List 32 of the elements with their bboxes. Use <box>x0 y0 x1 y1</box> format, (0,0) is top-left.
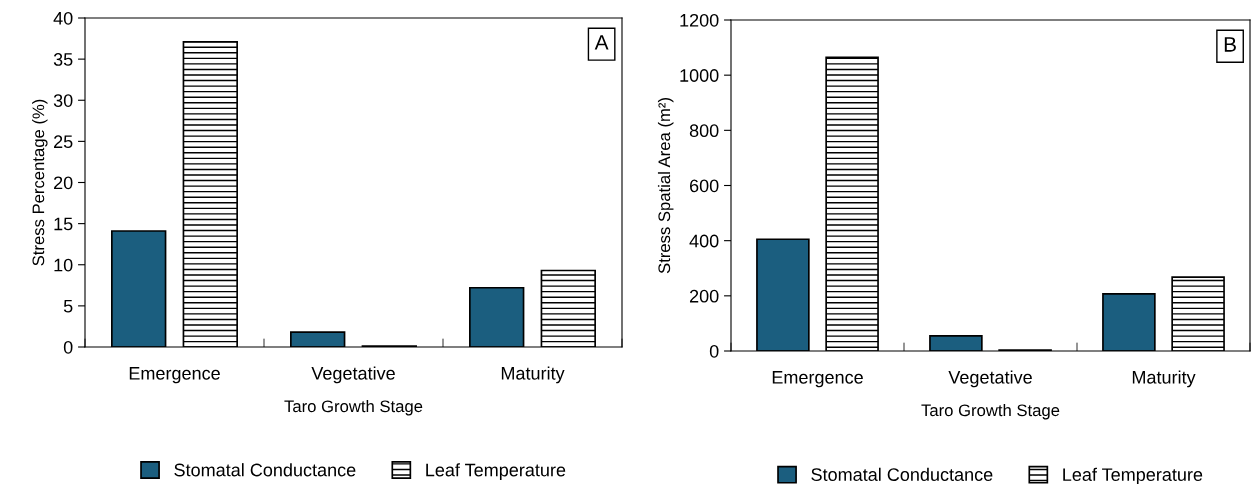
legend-label: Stomatal Conductance <box>174 463 356 477</box>
x-tick-label: Maturity <box>1132 370 1196 388</box>
y-tick-label: 15 <box>54 217 73 231</box>
y-tick-label: 40 <box>53 11 73 25</box>
x-tick-label: Emergence <box>772 371 863 388</box>
annotation: A <box>594 35 609 50</box>
y-tick-label: 5 <box>63 300 73 313</box>
legend-label: Stomatal Conductance <box>811 467 993 481</box>
legend-label: Leaf Temperature <box>426 463 566 480</box>
x-tick-label: Emergence <box>129 367 220 384</box>
y-tick-label: 30 <box>53 94 73 107</box>
y-tick-label: 1200 <box>680 13 719 27</box>
x-axis-title: Taro Growth Stage <box>921 403 1060 420</box>
y-axis-title: Stress Spatial Area (m²) <box>657 98 674 274</box>
y-tick-label: 1000 <box>680 69 719 82</box>
x-tick-label: Maturity <box>501 366 565 384</box>
x-tick-label: Vegetative <box>311 366 395 384</box>
y-tick-label: 35 <box>53 53 73 66</box>
x-axis-title: Taro Growth Stage <box>284 399 423 416</box>
y-tick-label: 0 <box>709 344 719 358</box>
legend-label: Leaf Temperature <box>1063 467 1203 484</box>
y-tick-label: 20 <box>54 176 73 190</box>
x-tick-label: Vegetative <box>948 370 1032 388</box>
y-tick-label: 400 <box>689 234 719 248</box>
y-tick-label: 200 <box>689 289 719 303</box>
annotation: B <box>1224 37 1236 52</box>
y-tick-label: 800 <box>689 124 719 138</box>
y-tick-label: 0 <box>63 340 73 354</box>
y-tick-label: 25 <box>54 135 73 149</box>
y-tick-label: 600 <box>689 179 719 193</box>
y-tick-label: 10 <box>54 258 73 272</box>
y-axis-title: Stress Percentage (%) <box>32 99 48 266</box>
